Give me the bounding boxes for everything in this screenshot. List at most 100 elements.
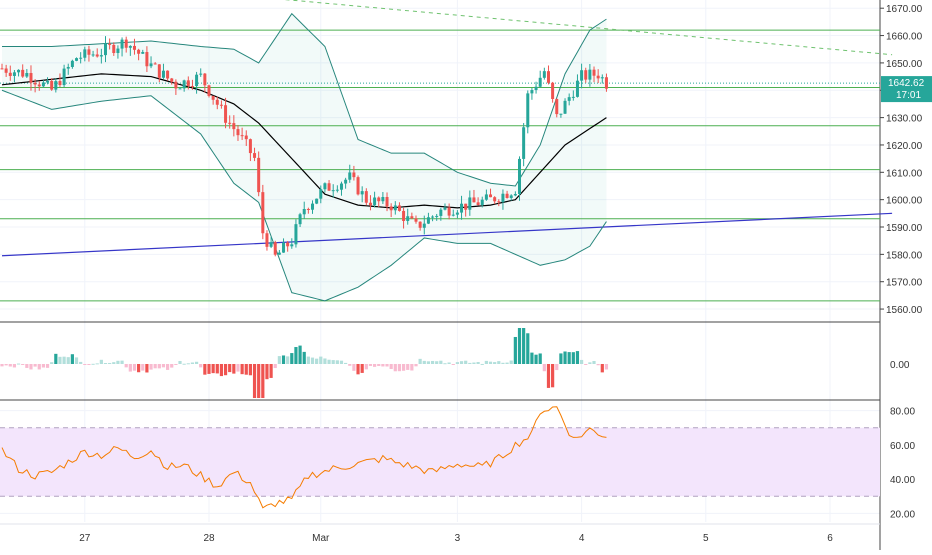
candle-body [154, 63, 157, 64]
histogram-bar [21, 364, 24, 365]
histogram-bar [377, 364, 380, 366]
histogram-bar [435, 361, 438, 364]
histogram-bar [543, 364, 546, 371]
price-tag-countdown: 17:01 [896, 90, 921, 101]
histogram-bar [344, 363, 347, 364]
histogram-bar [530, 353, 533, 364]
histogram-bar [116, 361, 119, 364]
histogram-bar [83, 364, 86, 365]
candle-body [357, 177, 360, 194]
histogram-bar [592, 361, 595, 364]
candle-body [593, 70, 596, 76]
candle-body [448, 207, 451, 215]
candle-body [203, 74, 206, 86]
price-tick-label-0: 1560.00 [886, 305, 923, 316]
candle-body [133, 46, 136, 50]
histogram-bar [547, 364, 550, 388]
histogram-bar [356, 364, 359, 374]
time-tick-label-3: 3 [455, 533, 461, 544]
price-tick-label-11: 1670.00 [886, 4, 923, 15]
candle-body [518, 159, 521, 194]
histogram-bar [108, 363, 111, 364]
histogram-bar [87, 364, 90, 365]
histogram-bar [141, 364, 144, 371]
histogram-bar [327, 360, 330, 364]
histogram-bar [50, 362, 53, 364]
price-tick-label-1: 1570.00 [886, 278, 923, 289]
candle-body [423, 224, 426, 228]
candle-body [270, 242, 273, 247]
oscillator-histogram [0, 328, 608, 398]
histogram-bar [584, 364, 587, 365]
histogram-bar [137, 364, 140, 372]
candle-body [54, 81, 57, 90]
histogram-bar [261, 364, 264, 398]
histogram-bar [174, 364, 177, 365]
candle-body [406, 216, 409, 221]
candle-body [419, 222, 422, 228]
histogram-bar [398, 364, 401, 371]
histogram-bar [605, 364, 608, 369]
histogram-bar [588, 362, 591, 364]
candle-body [13, 72, 16, 76]
histogram-bar [274, 364, 277, 368]
candle-body [63, 69, 66, 85]
histogram-bar [323, 358, 326, 364]
histogram-bar [497, 361, 500, 364]
histogram-bar [539, 353, 542, 364]
histogram-bar [402, 364, 405, 371]
candle-body [212, 96, 215, 100]
histogram-bar [228, 364, 231, 372]
candle-body [282, 243, 285, 253]
histogram-bar [365, 364, 368, 369]
histogram-bar [572, 352, 575, 364]
histogram-bar [212, 364, 215, 373]
candle-body [386, 197, 389, 206]
histogram-bar [253, 364, 256, 398]
candle-body [1, 68, 4, 69]
histogram-bar [419, 359, 422, 364]
histogram-bar [555, 364, 558, 370]
price-tick-label-5: 1610.00 [886, 168, 923, 179]
histogram-bar [216, 364, 219, 373]
histogram-bar [460, 361, 463, 364]
osc-tick-label-0: 0.00 [890, 360, 910, 371]
candle-body [265, 233, 268, 247]
histogram-bar [282, 355, 285, 364]
candle-body [232, 123, 235, 129]
candle-body [464, 204, 467, 210]
candle-body [377, 198, 380, 202]
candle-body [116, 49, 119, 53]
candle-body [439, 210, 442, 216]
candle-body [555, 99, 558, 114]
histogram-bar [178, 361, 181, 364]
histogram-bar [518, 328, 521, 364]
histogram-bar [79, 362, 82, 364]
candle-body [319, 189, 322, 198]
candle-body [410, 216, 413, 218]
histogram-bar [307, 357, 310, 364]
histogram-bar [162, 364, 165, 367]
candle-body [100, 55, 103, 56]
candle-body [158, 64, 161, 77]
histogram-bar [17, 364, 20, 365]
histogram-bar [241, 364, 244, 374]
histogram-bar [54, 354, 57, 364]
candle-body [522, 127, 525, 159]
candle-body [224, 105, 227, 123]
candle-body [481, 200, 484, 205]
candle-body [174, 82, 177, 89]
rsi-band [0, 428, 880, 497]
candle-body [361, 191, 364, 194]
histogram-bar [29, 364, 32, 369]
candle-body [162, 71, 165, 78]
candle-body [435, 216, 438, 217]
rsi-band-area [0, 428, 880, 497]
histogram-bar [183, 364, 186, 365]
candle-body [121, 40, 124, 49]
candle-body [220, 105, 223, 106]
histogram-bar [166, 364, 169, 370]
histogram-bar [232, 364, 235, 374]
